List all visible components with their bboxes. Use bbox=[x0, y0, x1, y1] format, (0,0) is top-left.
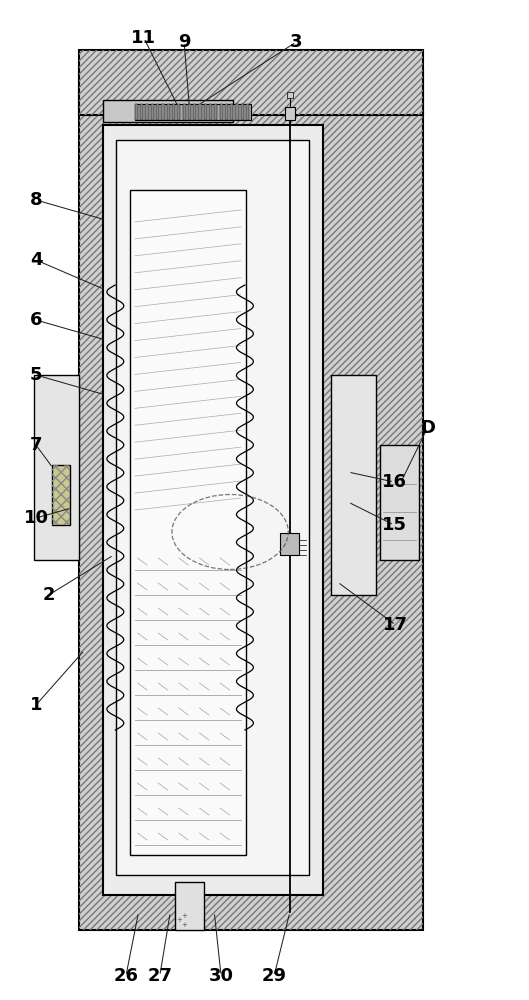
Bar bbox=[172, 104, 175, 120]
Text: 1: 1 bbox=[30, 696, 42, 714]
Bar bbox=[188, 104, 191, 120]
Text: 26: 26 bbox=[113, 967, 139, 985]
Bar bbox=[241, 104, 244, 120]
Bar bbox=[214, 104, 217, 120]
Bar bbox=[34, 375, 79, 560]
Bar bbox=[209, 104, 212, 120]
Bar bbox=[151, 104, 154, 120]
Text: 4: 4 bbox=[30, 251, 42, 269]
Bar bbox=[193, 104, 196, 120]
Text: 16: 16 bbox=[381, 473, 407, 491]
Text: 7: 7 bbox=[30, 436, 42, 454]
Bar bbox=[103, 100, 233, 122]
Bar bbox=[140, 104, 143, 120]
Bar bbox=[79, 70, 423, 930]
Bar bbox=[135, 104, 251, 120]
Bar bbox=[103, 125, 323, 895]
Bar bbox=[52, 465, 70, 525]
Text: 27: 27 bbox=[147, 967, 172, 985]
Text: 11: 11 bbox=[131, 29, 157, 47]
Text: 10: 10 bbox=[23, 509, 49, 527]
Text: 15: 15 bbox=[381, 516, 407, 534]
Text: 30: 30 bbox=[208, 967, 234, 985]
Bar bbox=[130, 190, 246, 855]
Text: +: + bbox=[181, 913, 187, 919]
Text: 2: 2 bbox=[42, 586, 55, 604]
Text: D: D bbox=[420, 419, 435, 437]
Bar bbox=[331, 375, 376, 595]
Bar bbox=[52, 465, 70, 525]
Bar bbox=[161, 104, 165, 120]
Text: 29: 29 bbox=[261, 967, 287, 985]
Text: 6: 6 bbox=[30, 311, 42, 329]
Text: 3: 3 bbox=[290, 33, 303, 51]
Text: 5: 5 bbox=[30, 366, 42, 384]
Bar bbox=[235, 104, 239, 120]
Bar bbox=[285, 107, 295, 120]
Bar bbox=[280, 533, 299, 555]
Bar bbox=[287, 92, 293, 98]
Bar bbox=[177, 104, 180, 120]
Bar bbox=[135, 104, 138, 120]
Text: +: + bbox=[181, 922, 187, 928]
Bar bbox=[145, 104, 149, 120]
Bar bbox=[175, 882, 204, 930]
Bar bbox=[183, 104, 186, 120]
Bar bbox=[225, 104, 228, 120]
Text: 8: 8 bbox=[30, 191, 42, 209]
Bar bbox=[204, 104, 207, 120]
Bar bbox=[156, 104, 159, 120]
Bar bbox=[79, 50, 423, 115]
Bar bbox=[79, 50, 423, 115]
Bar bbox=[116, 140, 309, 875]
Text: 9: 9 bbox=[178, 33, 190, 51]
Bar bbox=[230, 104, 233, 120]
Bar bbox=[198, 104, 202, 120]
Bar bbox=[246, 104, 249, 120]
Text: 17: 17 bbox=[383, 616, 408, 634]
Bar bbox=[167, 104, 170, 120]
Bar bbox=[380, 445, 419, 560]
Text: +: + bbox=[176, 917, 182, 923]
Bar bbox=[79, 70, 423, 930]
Bar bbox=[220, 104, 223, 120]
